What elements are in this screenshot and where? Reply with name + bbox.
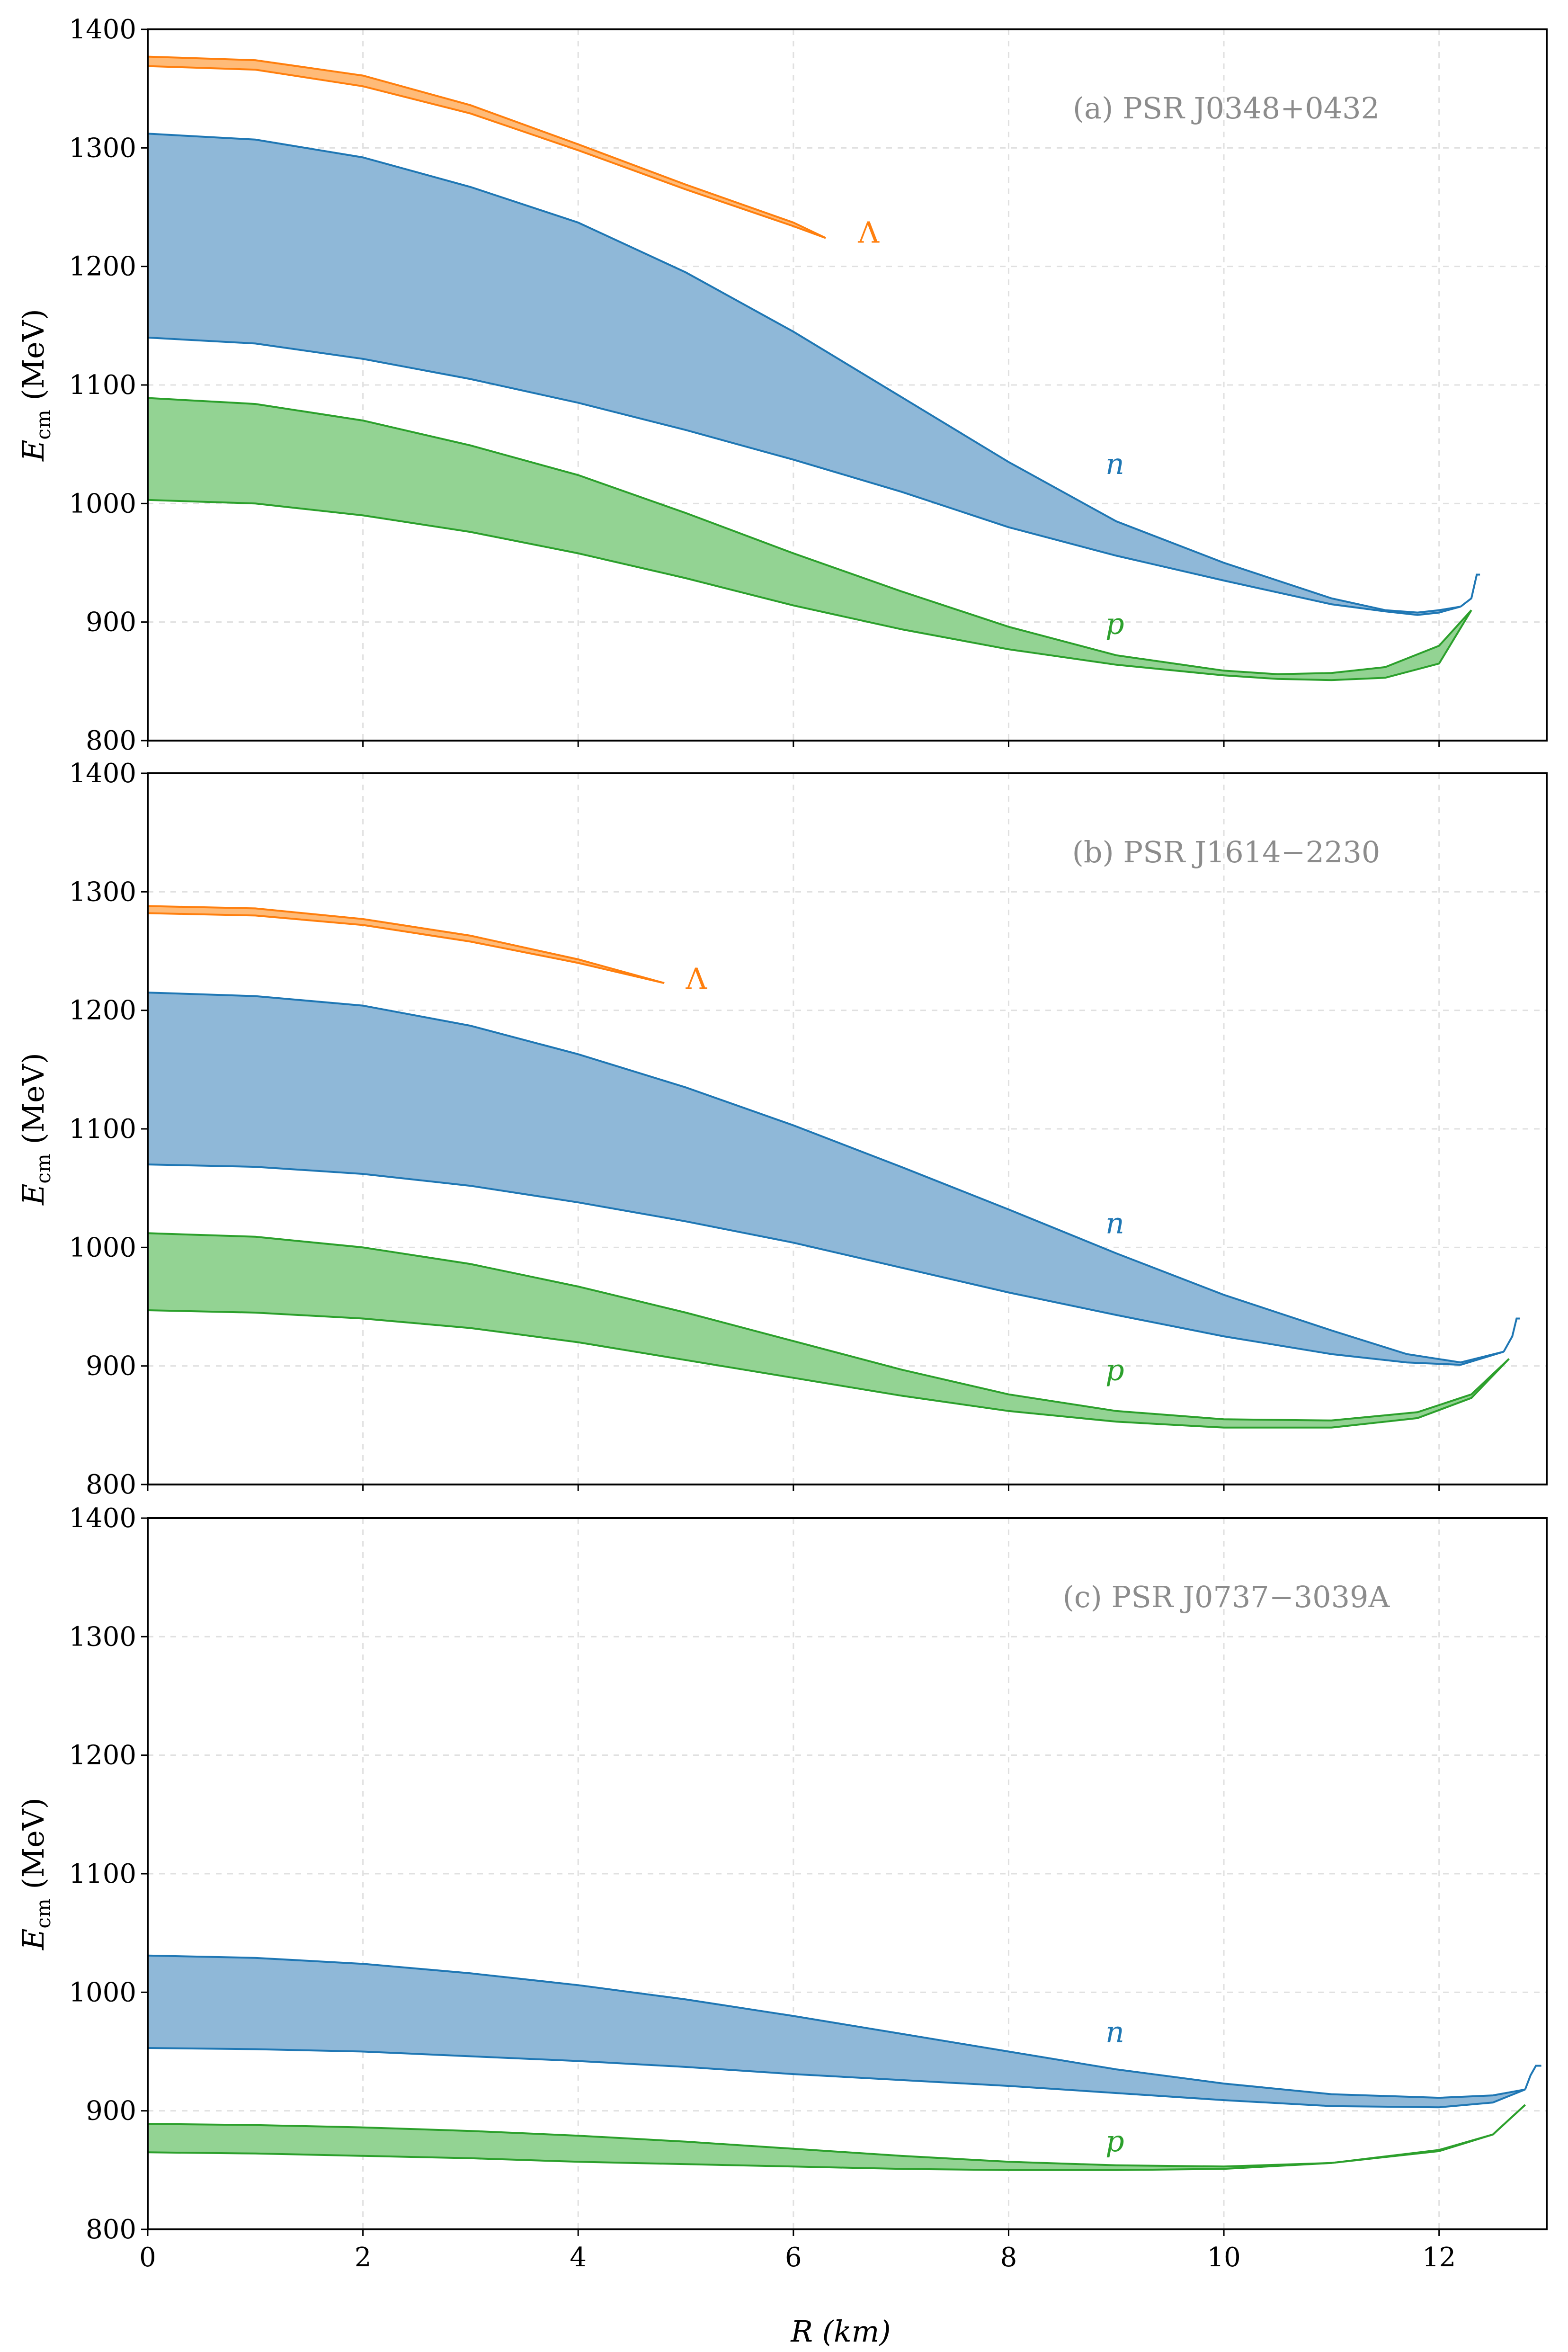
band-n-upper-line: [148, 992, 1504, 1364]
y-tick-label: 1200: [69, 1740, 136, 1771]
chart-panel-2: n p 800 900 1000 1100 1200 1300 1400 0 2 4 6 8 10 12 (c)…: [16, 1503, 1548, 2273]
band-Λ-upper-line: [148, 55, 826, 239]
band-n-fill: [148, 134, 1461, 615]
x-axis-label: R (km): [790, 2314, 891, 2349]
plot-area: [148, 905, 1520, 1429]
y-tick-label: 1100: [69, 1859, 136, 1889]
band-n-fill: [148, 1955, 1525, 2108]
band-label-Λ: Λ: [686, 962, 708, 996]
band-Λ-lower-line: [148, 912, 665, 984]
y-axis-label-symbol: E: [16, 440, 51, 462]
y-tick-label: 1300: [69, 133, 136, 163]
y-tick-label: 800: [86, 1469, 136, 1500]
x-tick-label: 2: [355, 2242, 372, 2273]
y-tick-label: 1100: [69, 370, 136, 401]
y-tick-label: 1100: [69, 1114, 136, 1145]
panel-title: (a) PSR J0348+0432: [1073, 91, 1380, 125]
y-axis-label: Ecm (MeV): [16, 1798, 55, 1950]
band-p-fill: [148, 2105, 1525, 2170]
y-tick-label: 900: [86, 1351, 136, 1382]
band-n-surface-line: [1503, 1317, 1520, 1352]
y-axis-label-subscript: cm: [32, 1898, 55, 1928]
band-n-surface-line: [1524, 2065, 1541, 2090]
y-tick-label: 1200: [69, 251, 136, 282]
band-label-n: n: [1105, 1206, 1124, 1240]
band-label-p: p: [1105, 607, 1124, 641]
plot-area: [148, 1954, 1541, 2171]
y-axis-label-subscript: cm: [32, 1154, 55, 1183]
x-tick-label: 8: [1000, 2242, 1017, 2273]
band-p-fill: [148, 1233, 1509, 1428]
x-axis-label-text: R (km): [790, 2314, 891, 2349]
y-tick-label: 1400: [69, 758, 136, 789]
y-tick-label: 1200: [69, 995, 136, 1026]
band-Λ-lower-line: [148, 65, 826, 239]
y-axis-label-symbol: E: [16, 1184, 51, 1206]
x-tick-label: 10: [1207, 2242, 1240, 2273]
band-p-lower-line: [148, 2104, 1526, 2171]
band-label-n: n: [1105, 2014, 1124, 2049]
y-tick-label: 1400: [69, 1503, 136, 1534]
x-tick-label: 4: [570, 2242, 587, 2273]
band-p-lower-line: [148, 1309, 1510, 1429]
y-tick-label: 800: [86, 725, 136, 756]
y-axis-label-unit: (MeV): [16, 1798, 51, 1898]
band-label-p: p: [1105, 2124, 1124, 2158]
y-tick-label: 800: [86, 2214, 136, 2245]
x-tick-label: 0: [139, 2242, 156, 2273]
band-n-lower-line: [148, 1163, 1504, 1366]
y-axis-label-unit: (MeV): [16, 309, 51, 410]
band-Λ-fill: [148, 906, 665, 984]
y-tick-label: 1000: [69, 1232, 136, 1263]
y-axis-label-subscript: cm: [32, 410, 55, 439]
band-p-lower-line: [148, 499, 1472, 681]
band-n-lower-line: [148, 336, 1461, 616]
band-p-upper-line: [148, 1232, 1510, 1422]
band-label-n: n: [1105, 447, 1124, 481]
panel-title: (c) PSR J0737−3039A: [1063, 1580, 1390, 1614]
y-tick-label: 1000: [69, 488, 136, 519]
chart-panel-1: Λn p 800 900 1000 1100 1200 1300 1400 (b) PSR J16…: [16, 758, 1548, 1500]
y-axis-label: Ecm (MeV): [16, 1053, 55, 1206]
y-axis-label-symbol: E: [16, 1929, 51, 1950]
band-n-surface-line: [1460, 573, 1480, 608]
y-tick-label: 1300: [69, 1621, 136, 1652]
y-tick-label: 1000: [69, 1977, 136, 2008]
band-p-upper-line: [148, 397, 1472, 675]
band-label-Λ: Λ: [857, 215, 880, 250]
chart-panel-0: Λn p 800 900 1000 1100 1200 1300 1400 (a) PSR J03…: [16, 14, 1548, 756]
y-tick-label: 900: [86, 2096, 136, 2127]
band-n-lower-line: [148, 2047, 1526, 2109]
band-p-fill: [148, 398, 1471, 680]
x-tick-label: 12: [1422, 2242, 1456, 2273]
y-axis-label-unit: (MeV): [16, 1053, 51, 1154]
band-n-upper-line: [148, 1954, 1525, 2099]
panels: Λn p 800 900 1000 1100 1200 1300 1400 (a) PSR J03…: [16, 14, 1548, 2273]
y-axis-label: Ecm (MeV): [16, 309, 55, 462]
band-n-fill: [148, 993, 1504, 1365]
panel-title: (b) PSR J1614−2230: [1072, 835, 1381, 869]
x-tick-label: 6: [785, 2242, 802, 2273]
band-n-upper-line: [148, 133, 1461, 614]
y-tick-label: 1400: [69, 14, 136, 45]
band-label-p: p: [1105, 1353, 1124, 1387]
band-Λ-upper-line: [148, 905, 665, 984]
y-tick-label: 900: [86, 607, 136, 638]
plot-area: [148, 55, 1480, 681]
y-tick-label: 1300: [69, 876, 136, 907]
